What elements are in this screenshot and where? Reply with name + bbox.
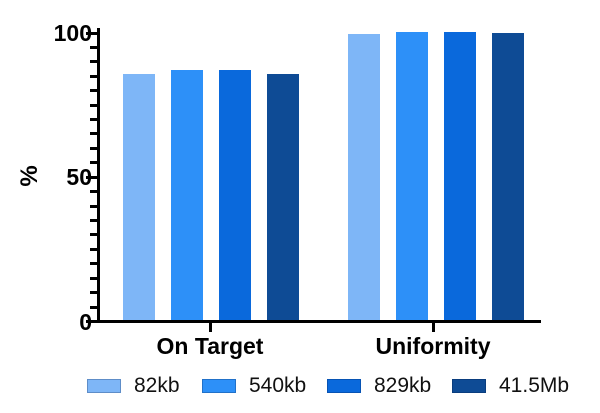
legend-item-829kb: 829kb xyxy=(327,374,432,397)
x-axis-line xyxy=(97,320,541,323)
y-tick-label: 100 xyxy=(53,20,92,46)
bar-829kb-on-target xyxy=(219,69,251,320)
bar-82kb-uniformity xyxy=(348,34,380,320)
y-minor-tick xyxy=(90,118,97,122)
legend-swatch xyxy=(452,379,486,393)
y-minor-tick xyxy=(90,291,97,295)
y-minor-tick xyxy=(90,132,97,136)
y-minor-tick xyxy=(90,262,97,266)
legend-swatch xyxy=(327,379,361,393)
legend-item-41_5Mb: 41.5Mb xyxy=(452,374,570,397)
legend-label: 41.5Mb xyxy=(499,374,570,397)
y-minor-tick xyxy=(90,247,97,251)
y-minor-tick xyxy=(90,74,97,78)
x-category-label: On Target xyxy=(156,333,264,359)
bar-41_5Mb-uniformity xyxy=(492,33,524,320)
y-minor-tick xyxy=(90,233,97,237)
y-minor-tick xyxy=(90,146,97,150)
x-category-label: Uniformity xyxy=(375,333,491,359)
x-category-tick xyxy=(208,323,212,332)
y-major-tick xyxy=(86,31,97,35)
bar-829kb-uniformity xyxy=(444,31,476,320)
legend-swatch xyxy=(87,379,121,393)
legend-item-540kb: 540kb xyxy=(202,374,307,397)
y-minor-tick xyxy=(90,89,97,93)
y-axis-line xyxy=(97,28,100,323)
legend-item-82kb: 82kb xyxy=(87,374,180,397)
legend-swatch xyxy=(202,379,236,393)
y-minor-tick xyxy=(90,305,97,309)
y-minor-tick xyxy=(90,161,97,165)
bar-82kb-on-target xyxy=(123,73,155,320)
y-minor-tick xyxy=(90,60,97,64)
y-minor-tick xyxy=(90,190,97,194)
legend-label: 540kb xyxy=(249,374,307,397)
y-minor-tick xyxy=(90,219,97,223)
y-minor-tick xyxy=(90,45,97,49)
bar-540kb-on-target xyxy=(171,70,203,320)
y-major-tick xyxy=(86,175,97,179)
x-category-tick xyxy=(431,323,435,332)
y-minor-tick xyxy=(90,103,97,107)
y-tick-label: 50 xyxy=(66,164,92,191)
legend-label: 829kb xyxy=(374,374,432,397)
y-tick-label: 0 xyxy=(79,308,92,335)
bar-41_5Mb-on-target xyxy=(267,74,299,320)
bar-540kb-uniformity xyxy=(396,31,428,320)
y-minor-tick xyxy=(90,204,97,208)
y-minor-tick xyxy=(90,276,97,280)
legend-label: 82kb xyxy=(134,374,180,397)
y-major-tick xyxy=(86,320,97,323)
